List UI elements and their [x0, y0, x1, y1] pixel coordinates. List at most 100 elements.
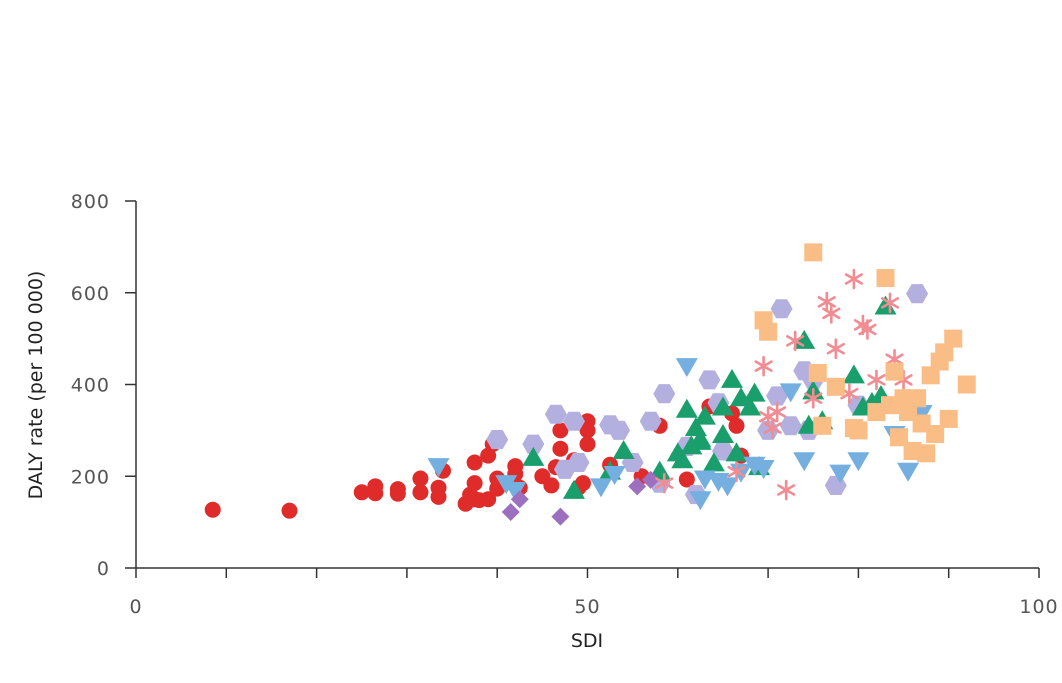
point-square: [885, 362, 904, 381]
x-axis-title: SDI: [571, 630, 603, 652]
x-tick-label: 0: [129, 596, 142, 618]
point-hexagon: [563, 411, 585, 431]
point-square: [867, 403, 886, 422]
y-tick-label: 0: [97, 558, 110, 580]
point-circle: [543, 477, 560, 494]
point-circle: [412, 484, 429, 501]
point-hexagon: [639, 411, 662, 431]
point-hexagon: [779, 416, 802, 436]
point-triangle-up: [842, 364, 865, 384]
point-hexagon: [712, 441, 734, 461]
point-triangle-up: [693, 405, 716, 425]
point-triangle-down: [752, 459, 775, 479]
point-hexagon: [906, 284, 929, 304]
point-asterisk: [777, 479, 796, 501]
point-square: [921, 366, 940, 385]
point-circle: [574, 475, 591, 492]
point-hexagon: [608, 420, 631, 440]
point-circle: [579, 436, 596, 453]
point-square: [881, 396, 900, 415]
point-triangle-up: [725, 442, 748, 462]
point-hexagon: [522, 434, 545, 454]
point-square: [808, 364, 827, 383]
point-square: [903, 442, 922, 461]
point-circle: [353, 484, 370, 501]
point-asterisk: [822, 303, 841, 324]
point-triangle-down: [504, 482, 527, 502]
point-triangle-up: [711, 423, 734, 443]
point-asterisk: [655, 472, 674, 494]
point-diamond: [510, 490, 529, 509]
point-hexagon: [770, 299, 793, 319]
point-triangle-down: [897, 462, 920, 482]
point-asterisk: [727, 461, 746, 482]
point-circle: [466, 454, 483, 471]
y-tick-label: 200: [71, 466, 110, 488]
point-square: [759, 322, 778, 341]
point-triangle-down: [590, 478, 613, 498]
point-square: [826, 377, 845, 396]
point-circle: [728, 417, 745, 434]
point-triangle-down: [603, 465, 626, 485]
point-square: [849, 421, 868, 440]
point-circle: [430, 488, 447, 505]
point-triangle-down: [716, 477, 739, 497]
point-square: [804, 243, 823, 262]
x-tick-label: 100: [1019, 596, 1058, 618]
point-asterisk: [763, 417, 782, 439]
y-tick-label: 400: [71, 375, 110, 397]
point-triangle-up: [702, 452, 725, 472]
point-triangle-down: [793, 452, 816, 472]
y-tick-label: 800: [71, 191, 110, 213]
axes: 0 200 400 600 800 0 50 100: [71, 191, 1058, 618]
point-diamond: [628, 477, 647, 496]
x-tick-label: 50: [574, 596, 600, 618]
y-axis-title: DALY rate (per 100 000): [25, 271, 47, 500]
point-hexagon: [653, 384, 676, 404]
point-square: [876, 269, 895, 288]
point-hexagon: [486, 430, 509, 450]
point-circle: [389, 485, 406, 502]
point-asterisk: [768, 401, 787, 423]
point-diamond: [501, 503, 520, 522]
point-asterisk: [804, 387, 823, 409]
point-triangle-up: [743, 382, 766, 402]
point-triangle-down: [427, 458, 450, 478]
point-triangle-up: [720, 368, 743, 388]
point-square: [926, 425, 945, 444]
point-asterisk: [826, 338, 845, 360]
point-asterisk: [844, 268, 863, 290]
point-triangle-up: [711, 396, 734, 416]
point-triangle-up: [739, 396, 762, 416]
point-circle: [579, 422, 596, 439]
point-circle: [367, 485, 384, 502]
point-hexagon: [567, 453, 590, 472]
point-square: [908, 389, 927, 408]
point-square: [890, 428, 909, 447]
point-hexagon: [698, 370, 721, 390]
point-square: [935, 343, 954, 362]
y-tick-label: 600: [71, 283, 110, 305]
point-asterisk: [867, 369, 886, 391]
point-diamond: [551, 507, 570, 526]
point-asterisk: [880, 292, 900, 314]
point-square: [899, 403, 918, 422]
point-triangle-up: [675, 398, 698, 418]
point-triangle-down: [689, 491, 712, 511]
point-square: [939, 409, 958, 428]
point-hexagon: [766, 386, 789, 406]
point-diamond: [641, 470, 660, 489]
point-square: [813, 416, 832, 435]
point-triangle-down: [675, 358, 698, 378]
point-circle: [552, 422, 569, 439]
point-square: [944, 329, 963, 348]
point-circle: [466, 475, 483, 492]
plot-points: [204, 243, 976, 526]
point-circle: [678, 471, 695, 488]
point-asterisk: [786, 330, 805, 352]
point-square: [917, 444, 936, 463]
point-hexagon: [824, 475, 847, 495]
point-triangle-up: [612, 440, 635, 460]
point-circle: [412, 470, 429, 487]
